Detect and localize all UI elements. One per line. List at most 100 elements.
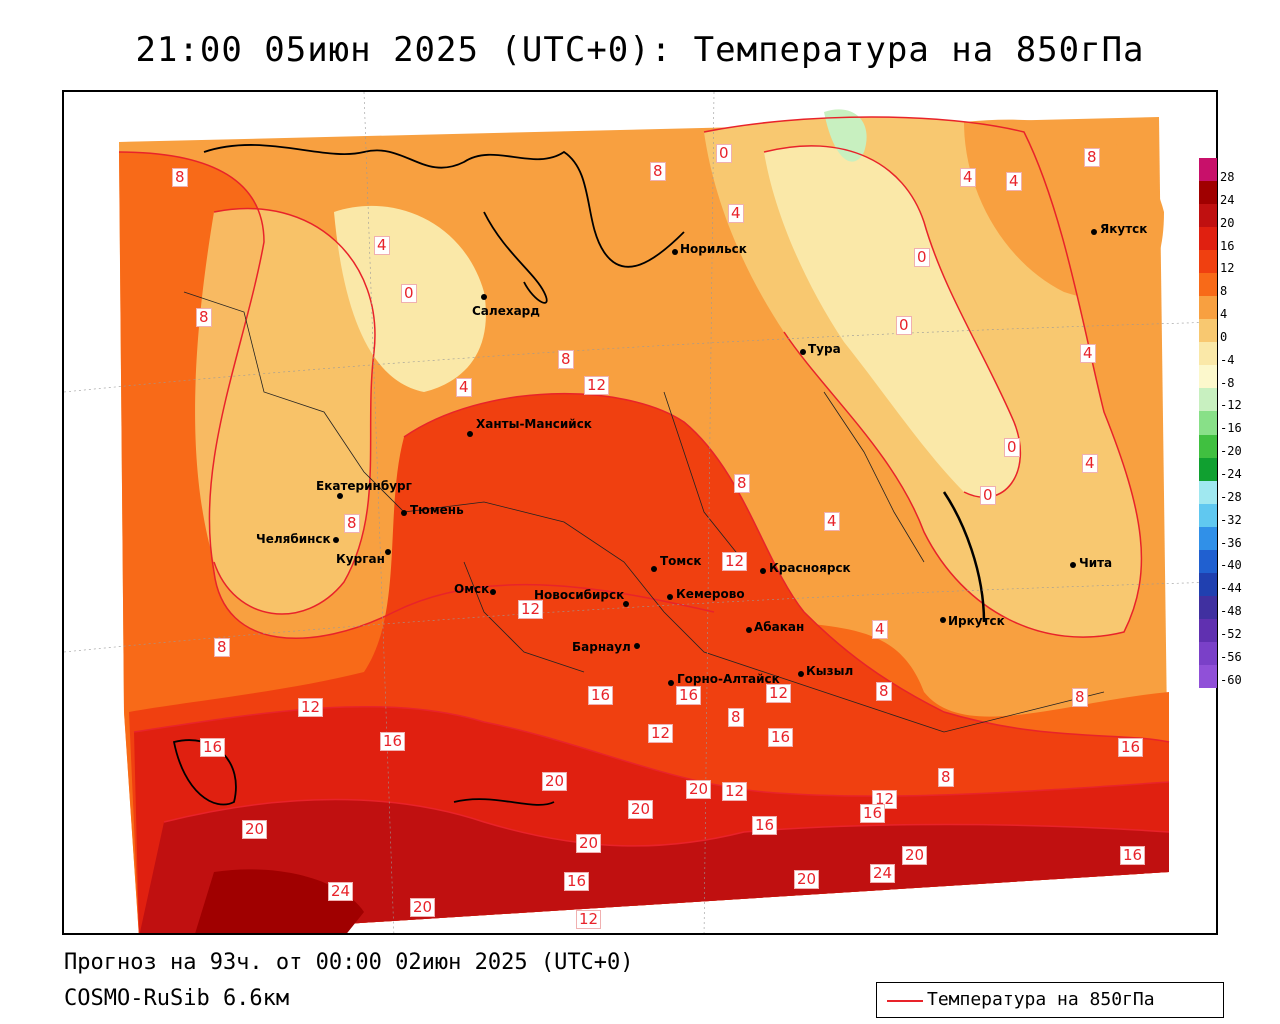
city-label-norilsk: Норильск <box>680 242 747 256</box>
city-label-novosibirsk: Новосибирск <box>534 588 625 602</box>
contour-label: 16 <box>380 732 406 751</box>
city-dot-tomsk <box>651 566 657 572</box>
city-dot-yekaterinburg <box>337 493 343 499</box>
colorbar-tick-label: 20 <box>1220 215 1235 230</box>
colorbar-segment <box>1199 480 1217 505</box>
contour-label: 12 <box>576 910 602 929</box>
contour-label: 8 <box>650 162 666 181</box>
contour-label: 24 <box>328 882 354 901</box>
colorbar-segment <box>1199 181 1217 205</box>
city-dot-chita <box>1070 562 1076 568</box>
cool-west <box>195 208 375 615</box>
contour-label: 20 <box>628 800 654 819</box>
contour-label: 16 <box>588 686 614 705</box>
contour-label: 4 <box>728 204 744 223</box>
contour-label: 20 <box>410 898 436 917</box>
city-dot-kurgan <box>385 549 391 555</box>
contour-label: 16 <box>752 816 778 835</box>
hot-zone-20 <box>139 799 1169 933</box>
colorbar-tick-label: 12 <box>1220 261 1235 276</box>
temperature-colorbar <box>1199 158 1217 689</box>
warm-far-east <box>964 119 1164 300</box>
contour-label: 0 <box>401 284 417 303</box>
contour-label: 16 <box>1118 738 1144 757</box>
contour-label: 16 <box>860 804 886 823</box>
contour-label: 20 <box>542 772 568 791</box>
colorbar-tick-label: -32 <box>1220 512 1242 527</box>
cold-northeast-green <box>824 109 867 162</box>
colorbar-tick-label: 24 <box>1220 192 1235 207</box>
contour-label: 20 <box>794 870 820 889</box>
city-dot-gorno-altaysk <box>668 680 674 686</box>
contour-label: 20 <box>576 834 602 853</box>
contour-label: 20 <box>686 780 712 799</box>
colorbar-tick-label: 28 <box>1220 170 1235 184</box>
city-label-tura: Тура <box>808 342 841 356</box>
contour-label: 16 <box>564 872 590 891</box>
colorbar-segment <box>1199 641 1217 666</box>
colorbar-segment <box>1199 595 1217 620</box>
contour-label: 8 <box>558 350 574 369</box>
city-dot-krasnoyarsk <box>760 568 766 574</box>
contour-label: 20 <box>902 846 928 865</box>
contour-label: 8 <box>728 708 744 727</box>
contour-label: 0 <box>914 248 930 267</box>
contour-label: 24 <box>870 864 896 883</box>
contour-label: 12 <box>722 782 748 801</box>
map-title: 21:00 05июн 2025 (UTC+0): Температура на… <box>135 30 1145 70</box>
colorbar-tick-label: -36 <box>1220 535 1242 550</box>
graticule <box>64 92 1216 933</box>
cold-east-core <box>764 145 1021 498</box>
forecast-info: Прогноз на 93ч. от 00:00 02июн 2025 (UTC… <box>64 950 634 975</box>
city-dot-irkutsk <box>940 617 946 623</box>
contour-label: 8 <box>214 638 230 657</box>
colorbar-tick-label: 16 <box>1220 238 1235 253</box>
contour-label: 8 <box>172 168 188 187</box>
city-dot-omsk <box>490 589 496 595</box>
colorbar-segment <box>1199 503 1217 528</box>
contour-label: 4 <box>1082 454 1098 473</box>
forecast-map: Норильск Якутск Салехард Тура Ханты-Манс… <box>62 90 1218 935</box>
colorbar-segment <box>1199 158 1217 182</box>
contour-label: 12 <box>584 376 610 395</box>
contour-label: 0 <box>896 316 912 335</box>
city-label-yakutsk: Якутск <box>1100 222 1148 236</box>
city-label-irkutsk: Иркутск <box>948 614 1005 628</box>
city-label-kurgan: Курган <box>336 552 385 566</box>
colorbar-segment <box>1199 319 1217 343</box>
city-label-krasnoyarsk: Красноярск <box>769 561 851 575</box>
colorbar-segment <box>1199 457 1217 482</box>
colorbar-tick-label: -12 <box>1220 398 1242 413</box>
colorbar-tick-label: 4 <box>1220 307 1228 322</box>
city-label-chita: Чита <box>1079 556 1113 570</box>
contour-label: 0 <box>980 486 996 505</box>
city-label-omsk: Омск <box>454 582 490 596</box>
contour-label: 12 <box>298 698 324 717</box>
colorbar-segment <box>1199 411 1217 435</box>
city-dot-tyumen <box>401 510 407 516</box>
colorbar-segment <box>1199 526 1217 551</box>
contour-label: 4 <box>824 512 840 531</box>
contour-label: 12 <box>518 600 544 619</box>
contour-label: 8 <box>1072 688 1088 707</box>
city-label-yekaterinburg: Екатеринбург <box>316 479 412 493</box>
city-label-kemerovo: Кемерово <box>676 587 745 601</box>
legend-label: Температура на 850гПа <box>927 989 1155 1010</box>
admin-borders <box>183 291 1105 733</box>
contour-label: 4 <box>1006 172 1022 191</box>
city-dot-barnaul <box>634 643 640 649</box>
contour-label: 4 <box>872 620 888 639</box>
hot-zone-24 <box>195 869 364 933</box>
contour-label: 4 <box>1080 344 1096 363</box>
city-label-barnaul: Барнаул <box>572 640 631 654</box>
colorbar-tick-label: -52 <box>1220 626 1242 641</box>
colorbar-segment <box>1199 572 1217 597</box>
city-label-salekhard: Салехард <box>472 304 540 318</box>
colorbar-tick-label: -28 <box>1220 489 1242 504</box>
city-label-khanty-mansiysk: Ханты-Мансийск <box>476 417 592 431</box>
colorbar-segment <box>1199 273 1217 297</box>
colorbar-tick-label: -40 <box>1220 558 1242 573</box>
city-label-abakan: Абакан <box>754 620 805 634</box>
colorbar-segment <box>1199 365 1217 389</box>
colorbar-tick-label: -24 <box>1220 466 1242 481</box>
